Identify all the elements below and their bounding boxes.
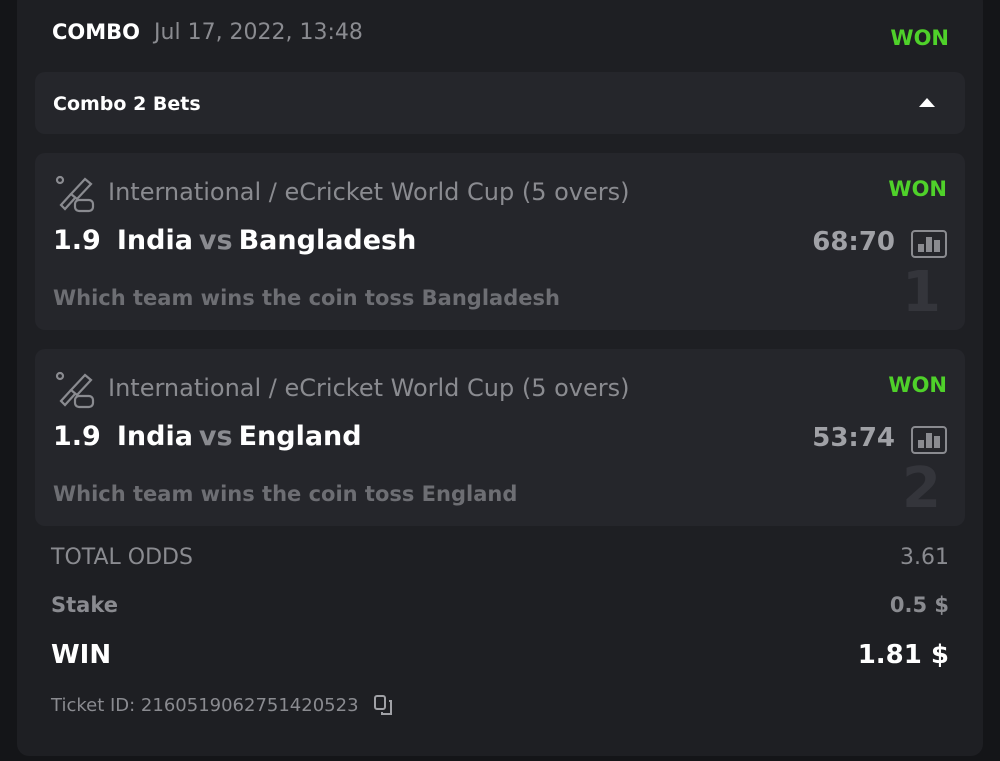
vs-label: vs	[198, 225, 233, 256]
ticket-header: COMBO Jul 17, 2022, 13:48	[52, 20, 363, 45]
bet-leg: 1 International / eCricket World Cup (5 …	[35, 153, 965, 330]
match-score: 68:70	[812, 227, 895, 257]
leg-status-badge: WON	[888, 177, 947, 201]
league-name: International / eCricket World Cup (5 ov…	[108, 178, 630, 206]
ecricket-icon	[55, 371, 95, 409]
bet-pick: Which team wins the coin toss Bangladesh	[53, 286, 560, 310]
combo-toggle[interactable]: Combo 2 Bets	[35, 72, 965, 134]
home-team: India	[116, 225, 193, 256]
leg-odds: 1.9	[53, 225, 101, 256]
stake-row: Stake 0.5 $	[51, 593, 949, 617]
away-team: Bangladesh	[238, 225, 417, 256]
win-row: WIN 1.81 $	[51, 640, 949, 670]
stake-value: 0.5 $	[889, 593, 949, 617]
bet-leg: 2 International / eCricket World Cup (5 …	[35, 349, 965, 526]
win-value: 1.81 $	[857, 640, 949, 670]
match-line: 1.9 India vs Bangladesh	[53, 225, 416, 256]
match-score: 53:74	[812, 423, 895, 453]
home-team: India	[116, 421, 193, 452]
copy-icon[interactable]	[373, 694, 395, 716]
leg-odds: 1.9	[53, 421, 101, 452]
ticket-id-row: Ticket ID: 2160519062751420523	[51, 694, 395, 716]
ticket-status-badge: WON	[890, 26, 949, 50]
total-odds-value: 3.61	[900, 545, 949, 570]
win-label: WIN	[51, 640, 112, 670]
bet-type: COMBO	[52, 20, 141, 44]
bet-pick: Which team wins the coin toss England	[53, 482, 518, 506]
leg-status-badge: WON	[888, 373, 947, 397]
match-line: 1.9 India vs England	[53, 421, 362, 452]
chevron-up-icon[interactable]	[919, 98, 935, 107]
ecricket-icon	[55, 175, 95, 213]
combo-label: Combo 2 Bets	[53, 93, 201, 115]
total-odds-row: TOTAL ODDS 3.61	[51, 545, 949, 570]
statistics-icon[interactable]	[911, 230, 947, 258]
vs-label: vs	[198, 421, 233, 452]
bet-date: Jul 17, 2022, 13:48	[154, 20, 363, 45]
league-name: International / eCricket World Cup (5 ov…	[108, 374, 630, 402]
statistics-icon[interactable]	[911, 426, 947, 454]
leg-number: 1	[902, 260, 941, 325]
stake-label: Stake	[51, 593, 118, 617]
away-team: England	[238, 421, 362, 452]
leg-number: 2	[902, 456, 941, 521]
ticket-id: Ticket ID: 2160519062751420523	[51, 694, 359, 716]
total-odds-label: TOTAL ODDS	[51, 545, 193, 570]
